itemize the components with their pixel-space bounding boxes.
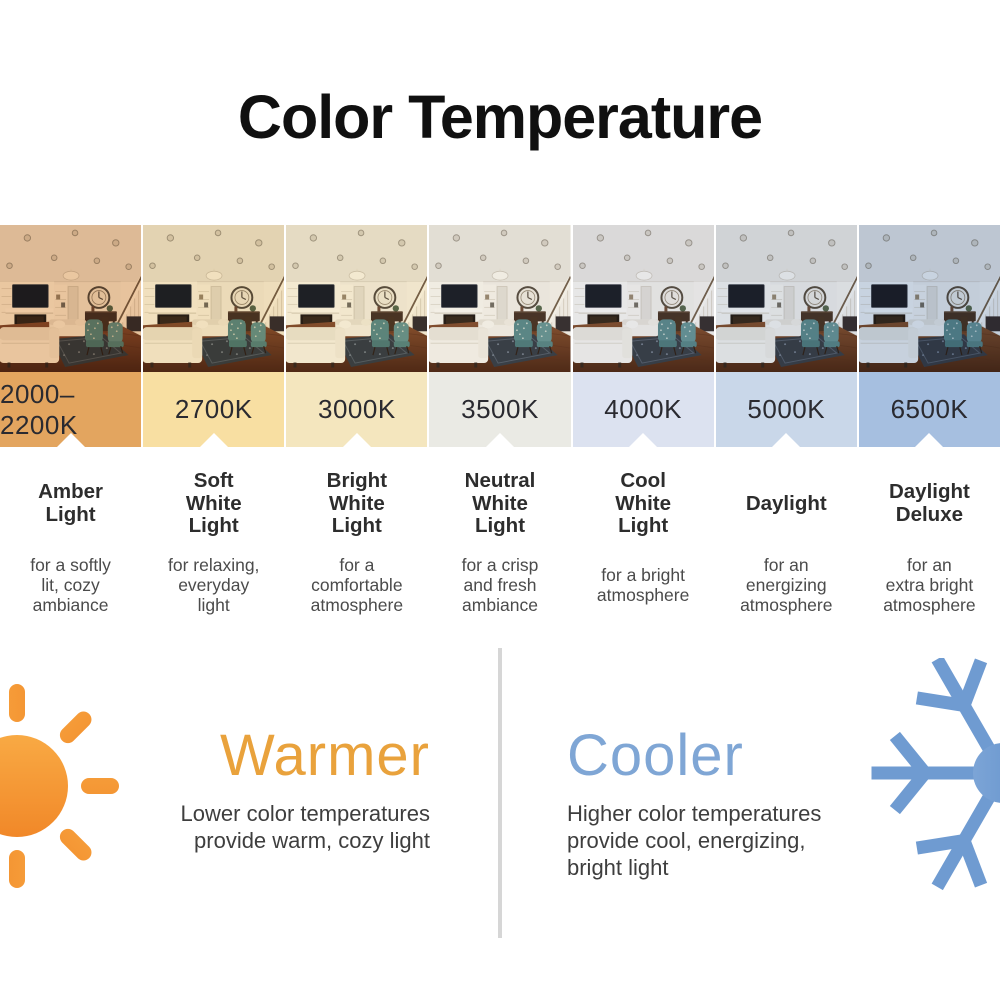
light-type-name: Daylight Deluxe	[888, 480, 970, 526]
kelvin-band: 4000K	[572, 372, 714, 447]
kelvin-band: 3500K	[429, 372, 571, 447]
color-temperature-tint	[715, 225, 857, 372]
light-type-name: Soft White Light	[185, 469, 242, 538]
light-type-descriptions-row: for a softly lit, cozy ambiance for relax…	[0, 551, 1000, 619]
room-photo-illustration	[429, 225, 571, 372]
color-temperature-tint	[143, 225, 285, 372]
band-notch-arrow	[772, 433, 801, 447]
room-photo-illustration	[0, 225, 142, 372]
room-photos-row	[0, 225, 1000, 372]
kelvin-band: 2700K	[143, 372, 285, 447]
kelvin-label: 2000–2200K	[0, 378, 78, 440]
page-title: Color Temperature	[237, 83, 763, 151]
room-photo	[715, 225, 857, 372]
cooler-description: Higher color temperatures provide cool, …	[567, 800, 822, 880]
room-photo-illustration	[715, 225, 857, 372]
kelvin-label: 2700K	[174, 394, 253, 424]
room-photo	[286, 225, 428, 372]
kelvin-band: 2000–2200K	[0, 372, 142, 447]
vertical-divider	[498, 648, 502, 938]
room-photo-illustration	[143, 225, 285, 372]
light-type-description: for a bright atmosphere	[596, 564, 690, 605]
color-temperature-tint	[286, 225, 428, 372]
light-type-names-row: Amber Light Soft White Light Bright White …	[0, 458, 1000, 550]
light-type-description: for relaxing, everyday light	[167, 554, 260, 616]
cooler-heading: Cooler	[567, 723, 744, 788]
kelvin-band: 3000K	[286, 372, 428, 447]
light-type-description: for a comfortable atmosphere	[310, 554, 404, 616]
band-notch-arrow	[485, 433, 514, 447]
kelvin-bands-row: 2000–2200K 2700K 3000K 3500K 4000K 5000K 6500K	[0, 372, 1000, 447]
color-temperature-tint	[0, 225, 142, 372]
color-temperature-tint	[429, 225, 571, 372]
kelvin-label: 6500K	[890, 394, 969, 424]
kelvin-band: 6500K	[858, 372, 1000, 447]
kelvin-label: 3000K	[318, 394, 396, 424]
light-type-name: Cool White Light	[615, 469, 672, 538]
snowflake-icon	[871, 658, 1000, 891]
room-photo-illustration	[572, 225, 714, 372]
kelvin-label: 4000K	[604, 394, 682, 424]
room-photo	[0, 225, 142, 372]
band-notch-arrow	[629, 433, 658, 447]
warmer-heading: Warmer	[219, 723, 430, 788]
warm-cool-legend: Warmer Lower color temperatures provide …	[0, 640, 1000, 970]
kelvin-label: 5000K	[747, 394, 826, 424]
light-type-description: for an extra bright atmosphere	[883, 554, 976, 616]
light-type-name: Amber Light	[38, 480, 104, 526]
room-photo	[429, 225, 571, 372]
light-type-description: for a softly lit, cozy ambiance	[30, 554, 111, 616]
room-photo-illustration	[286, 225, 428, 372]
light-type-name: Bright White Light	[326, 469, 388, 538]
sun-icon	[0, 684, 119, 888]
room-photo	[572, 225, 714, 372]
room-photo-illustration	[858, 225, 1000, 372]
light-type-name: Daylight	[745, 491, 827, 515]
kelvin-label: 3500K	[461, 394, 539, 424]
light-type-name: Neutral White Light	[464, 469, 536, 538]
band-notch-arrow	[56, 433, 85, 447]
warmer-description: Lower color temperatures provide warm, c…	[180, 800, 430, 853]
room-photo	[858, 225, 1000, 372]
warmer-block: Warmer Lower color temperatures provide …	[180, 723, 430, 855]
band-notch-arrow	[915, 433, 944, 447]
color-temperature-tint	[572, 225, 714, 372]
band-notch-arrow	[199, 433, 228, 447]
kelvin-band: 5000K	[715, 372, 857, 447]
room-photo	[143, 225, 285, 372]
band-notch-arrow	[342, 433, 371, 447]
light-type-description: for an energizing atmosphere	[740, 554, 833, 616]
color-temperature-tint	[858, 225, 1000, 372]
cooler-block: Cooler Higher color temperatures provide…	[567, 723, 822, 881]
light-type-description: for a crisp and fresh ambiance	[461, 554, 539, 616]
